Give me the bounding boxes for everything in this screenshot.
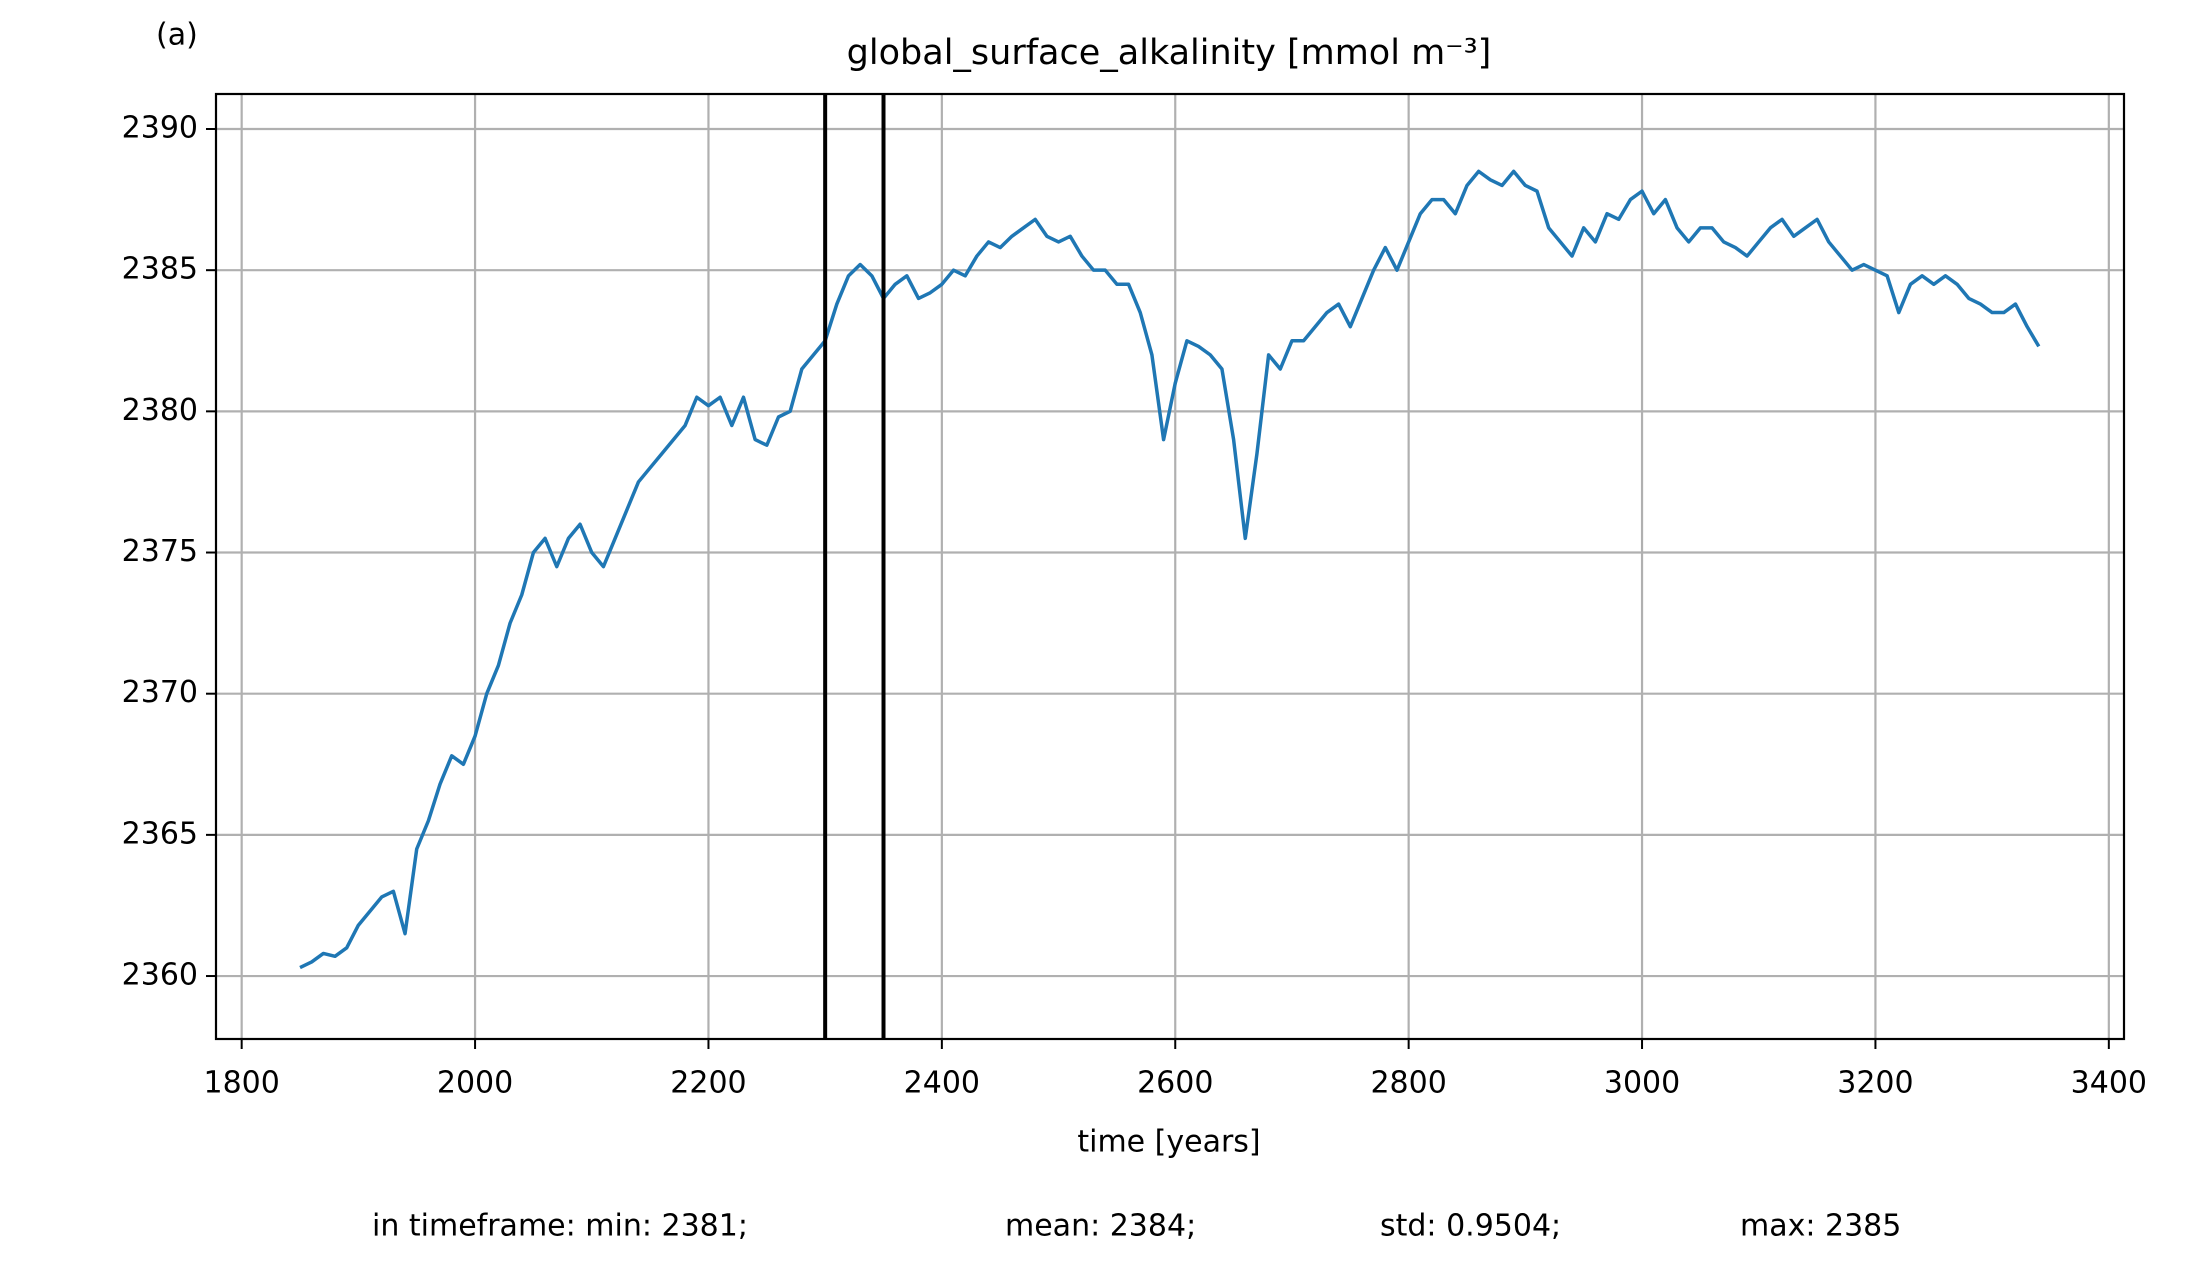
y-tick-label: 2360 xyxy=(122,958,198,993)
data-line xyxy=(299,169,2041,970)
chart-title: global_surface_alkalinity [mmol m⁻³] xyxy=(847,33,1492,73)
stat-text: mean: 2384; xyxy=(1005,1209,1196,1244)
x-axis-label: time [years] xyxy=(1077,1125,1260,1160)
x-tick-label: 2800 xyxy=(1370,1066,1446,1101)
x-tick-label: 2200 xyxy=(670,1066,746,1101)
y-tick-label: 2375 xyxy=(122,534,198,569)
x-tick-label: 3000 xyxy=(1604,1066,1680,1101)
y-tick-label: 2390 xyxy=(122,111,198,146)
stat-text: std: 0.9504; xyxy=(1380,1209,1561,1244)
y-tick-label: 2365 xyxy=(122,816,198,851)
y-tick-label: 2385 xyxy=(122,252,198,287)
stat-text: max: 2385 xyxy=(1740,1209,1901,1244)
x-tick-label: 2600 xyxy=(1137,1066,1213,1101)
y-tick-label: 2370 xyxy=(122,675,198,710)
x-tick-label: 2000 xyxy=(437,1066,513,1101)
y-tick-label: 2380 xyxy=(122,393,198,428)
x-tick-label: 2400 xyxy=(904,1066,980,1101)
x-tick-label: 3200 xyxy=(1837,1066,1913,1101)
panel-label: (a) xyxy=(156,18,198,53)
plot-frame xyxy=(214,92,2126,1041)
stat-text: in timeframe: min: 2381; xyxy=(372,1209,748,1244)
x-tick-label: 1800 xyxy=(203,1066,279,1101)
x-tick-label: 3400 xyxy=(2071,1066,2147,1101)
